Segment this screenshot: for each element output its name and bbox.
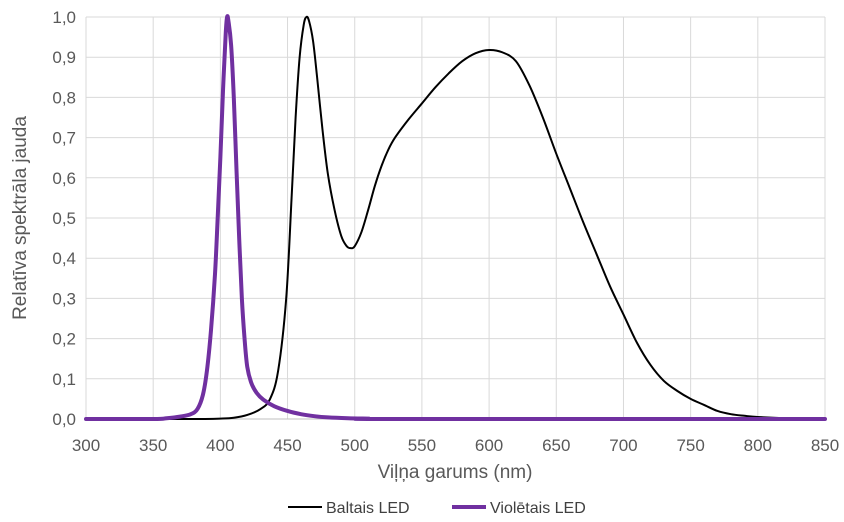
- y-tick-label: 0,1: [52, 370, 76, 389]
- x-tick-label: 300: [72, 436, 100, 455]
- x-tick-label: 350: [139, 436, 167, 455]
- y-tick-label: 1,0: [52, 8, 76, 27]
- grid: [85, 16, 826, 420]
- y-tick-label: 0,5: [52, 209, 76, 228]
- y-axis-title: Relatīva spektrāla jauda: [10, 116, 31, 320]
- x-tick-label: 700: [609, 436, 637, 455]
- x-tick-label: 500: [341, 436, 369, 455]
- x-tick-label: 750: [676, 436, 704, 455]
- y-tick-label: 0,3: [52, 289, 76, 308]
- y-axis-ticks: 0,0 0,1 0,2 0,3 0,4 0,5 0,6 0,7 0,8 0,9 1,0: [52, 8, 76, 429]
- legend-item: Violētais LED: [452, 500, 586, 517]
- x-tick-label: 800: [744, 436, 772, 455]
- series-line-violetais-led: [84, 14, 827, 422]
- x-tick-label: 850: [811, 436, 839, 455]
- legend: Baltais LED Violētais LED: [288, 500, 586, 517]
- x-tick-label: 450: [273, 436, 301, 455]
- legend-label: Baltais LED: [326, 500, 410, 517]
- y-tick-label: 0,7: [52, 129, 76, 148]
- legend-label: Violētais LED: [490, 500, 586, 517]
- series-line-baltais-led: [85, 15, 826, 421]
- x-axis-ticks: 300 350 400 450 500 550 600 650 700 750 800 850: [72, 436, 839, 455]
- x-tick-label: 400: [206, 436, 234, 455]
- x-tick-label: 600: [475, 436, 503, 455]
- y-tick-label: 0,2: [52, 330, 76, 349]
- x-axis-title: Viļņa garums (nm): [378, 462, 533, 483]
- y-tick-label: 0,0: [52, 410, 76, 429]
- x-tick-label: 550: [408, 436, 436, 455]
- legend-item: Baltais LED: [288, 500, 410, 517]
- y-tick-label: 0,4: [52, 249, 76, 268]
- y-tick-label: 0,9: [52, 48, 76, 67]
- y-tick-label: 0,6: [52, 169, 76, 188]
- x-tick-label: 650: [542, 436, 570, 455]
- series-layer: [84, 14, 827, 422]
- y-tick-label: 0,8: [52, 88, 76, 107]
